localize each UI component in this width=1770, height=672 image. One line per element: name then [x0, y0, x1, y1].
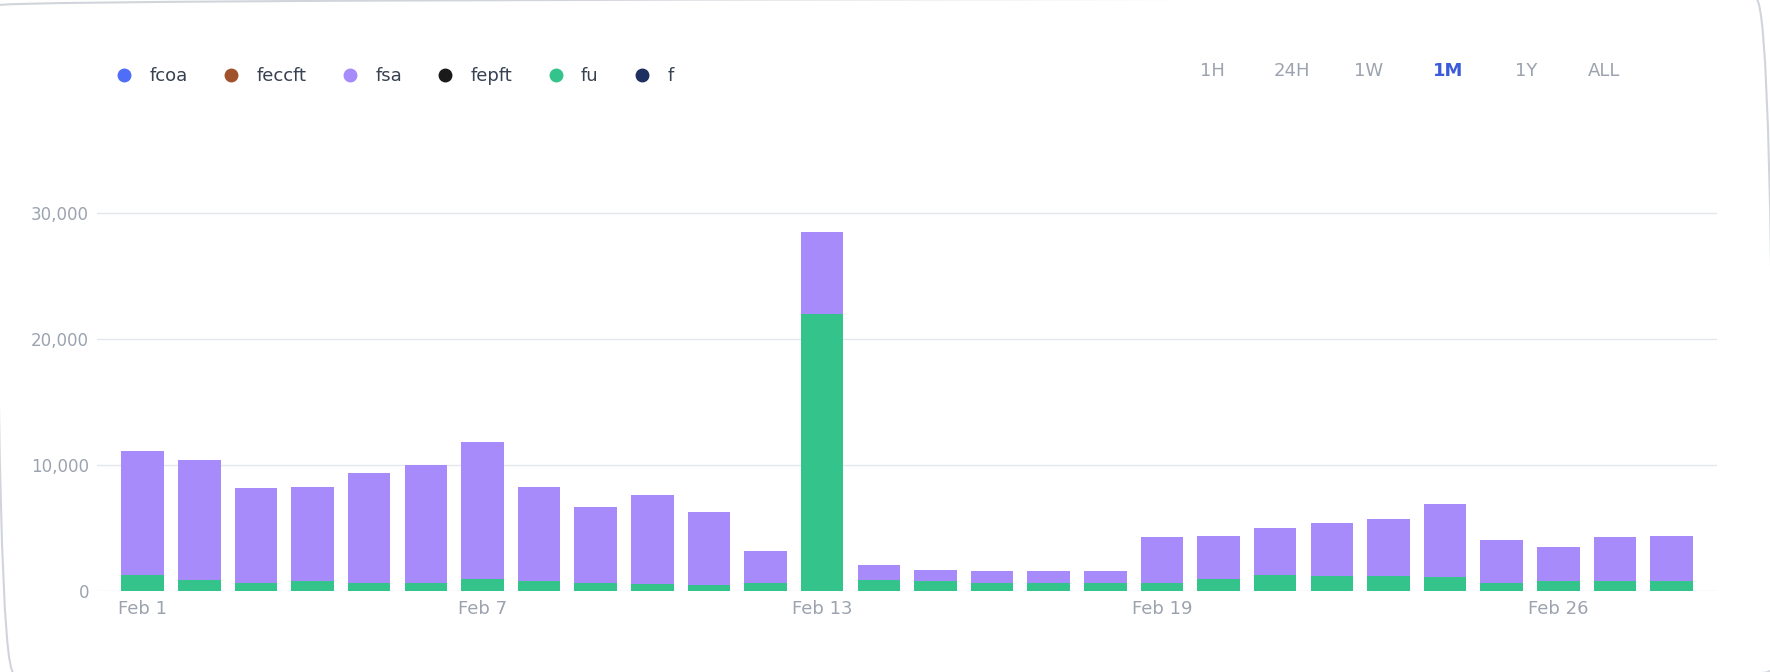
Bar [1197, 579, 1239, 591]
Bar [519, 487, 561, 581]
Bar [1140, 583, 1182, 591]
Bar [1083, 583, 1126, 591]
Bar [179, 460, 221, 580]
Bar [689, 585, 731, 591]
Bar [405, 465, 448, 583]
Bar [913, 581, 956, 591]
Bar [1650, 581, 1692, 591]
Bar [1423, 577, 1466, 591]
Bar [1593, 581, 1635, 591]
Bar [858, 580, 901, 591]
Bar [292, 581, 335, 591]
Bar [970, 583, 1012, 591]
Bar [745, 583, 788, 591]
Bar [1366, 519, 1409, 576]
Bar [689, 512, 731, 585]
Text: 1M: 1M [1432, 62, 1464, 79]
Bar [1650, 536, 1692, 581]
Bar [1310, 576, 1352, 591]
Bar [1423, 504, 1466, 577]
Bar [122, 451, 165, 575]
Bar [1027, 571, 1069, 583]
Bar [349, 472, 391, 583]
Bar [1083, 571, 1126, 583]
Bar [1253, 575, 1296, 591]
Bar [519, 581, 561, 591]
Bar [913, 570, 956, 581]
Bar [122, 575, 165, 591]
Bar [462, 579, 504, 591]
Bar [1593, 537, 1635, 581]
Bar [1197, 536, 1239, 579]
Bar [802, 314, 844, 591]
Bar [1480, 583, 1522, 591]
Text: 24H: 24H [1274, 62, 1310, 79]
Bar [858, 565, 901, 580]
Bar [462, 442, 504, 579]
Bar [1536, 581, 1579, 591]
Bar [575, 507, 618, 583]
Text: 1H: 1H [1200, 62, 1225, 79]
Bar [632, 495, 674, 584]
Bar [1140, 537, 1182, 583]
Bar [575, 583, 618, 591]
Bar [632, 584, 674, 591]
Bar [1366, 576, 1409, 591]
Bar [235, 488, 278, 583]
Bar [349, 583, 391, 591]
Bar [1253, 528, 1296, 575]
Legend: fcoa, feccft, fsa, fepft, fu, f: fcoa, feccft, fsa, fepft, fu, f [106, 67, 673, 85]
Bar [235, 583, 278, 591]
Bar [1027, 583, 1069, 591]
Text: ALL: ALL [1588, 62, 1620, 79]
Bar [179, 580, 221, 591]
Bar [802, 232, 844, 314]
Bar [1480, 540, 1522, 583]
Bar [745, 551, 788, 583]
Text: 1Y: 1Y [1515, 62, 1536, 79]
Bar [1536, 547, 1579, 581]
Bar [405, 583, 448, 591]
Bar [970, 571, 1012, 583]
Bar [1310, 523, 1352, 576]
Bar [292, 487, 335, 581]
Text: 1W: 1W [1354, 62, 1382, 79]
